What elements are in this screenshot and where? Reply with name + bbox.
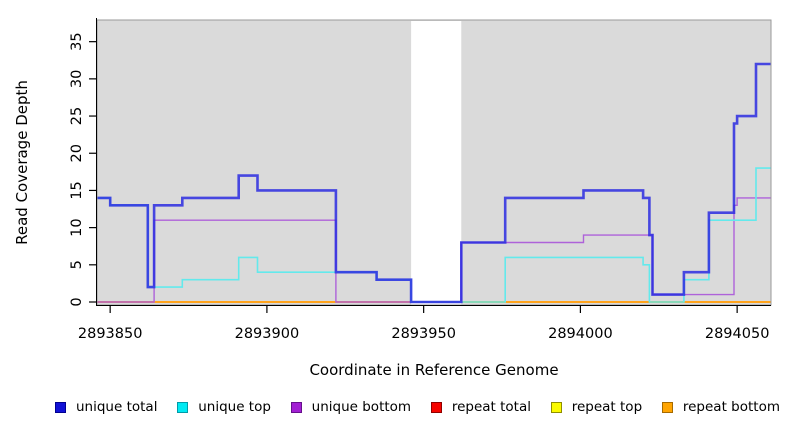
y-axis-ticks: 0 5 10 15 20 25 30 35 xyxy=(69,32,96,307)
legend-swatch-icon xyxy=(177,401,189,413)
series-unique-total xyxy=(97,62,771,304)
y-tick-label: 0 xyxy=(69,297,85,306)
legend-label: unique bottom xyxy=(311,399,412,415)
gap-region-band xyxy=(411,21,462,305)
legend-swatch-icon xyxy=(55,401,66,413)
legend-swatch-icon xyxy=(550,401,562,413)
legend-item: unique bottom xyxy=(290,399,412,415)
y-tick-label: 10 xyxy=(69,218,85,236)
legend-item: repeat top xyxy=(550,399,643,415)
x-tick-label: 2893900 xyxy=(235,326,300,342)
x-tick-label: 2894000 xyxy=(548,326,613,342)
x-axis-title: Coordinate in Reference Genome xyxy=(309,361,558,379)
legend-label: repeat bottom xyxy=(682,399,780,415)
legend-item: unique total xyxy=(55,399,157,415)
y-axis-title: Read Coverage Depth xyxy=(13,80,31,245)
x-tick-label: 2893950 xyxy=(391,326,456,342)
y-tick-label: 30 xyxy=(69,70,85,88)
legend-item: unique top xyxy=(177,399,271,415)
legend-swatch-icon xyxy=(430,401,442,413)
series-lines xyxy=(97,62,771,304)
x-axis-ticks: 2893850 2893900 2893950 2894000 2894050 xyxy=(78,306,770,342)
chart-legend: unique total unique top unique bottom repea… xyxy=(55,399,780,415)
series-unique-bottom xyxy=(97,197,771,303)
y-tick-label: 15 xyxy=(69,181,85,199)
y-tick-label: 35 xyxy=(69,32,85,50)
legend-item: repeat bottom xyxy=(661,399,780,415)
y-tick-label: 20 xyxy=(69,144,85,162)
x-tick-label: 2893850 xyxy=(78,326,143,342)
legend-label: repeat top xyxy=(571,399,643,415)
legend-item: repeat total xyxy=(430,399,531,415)
legend-swatch-icon xyxy=(290,401,302,413)
y-tick-label: 5 xyxy=(69,260,85,269)
y-tick-label: 25 xyxy=(69,107,85,125)
x-tick-label: 2894050 xyxy=(705,326,770,342)
legend-label: unique total xyxy=(76,399,158,415)
legend-label: unique top xyxy=(198,399,271,415)
legend-swatch-icon xyxy=(661,401,673,413)
legend-label: repeat total xyxy=(451,399,531,415)
